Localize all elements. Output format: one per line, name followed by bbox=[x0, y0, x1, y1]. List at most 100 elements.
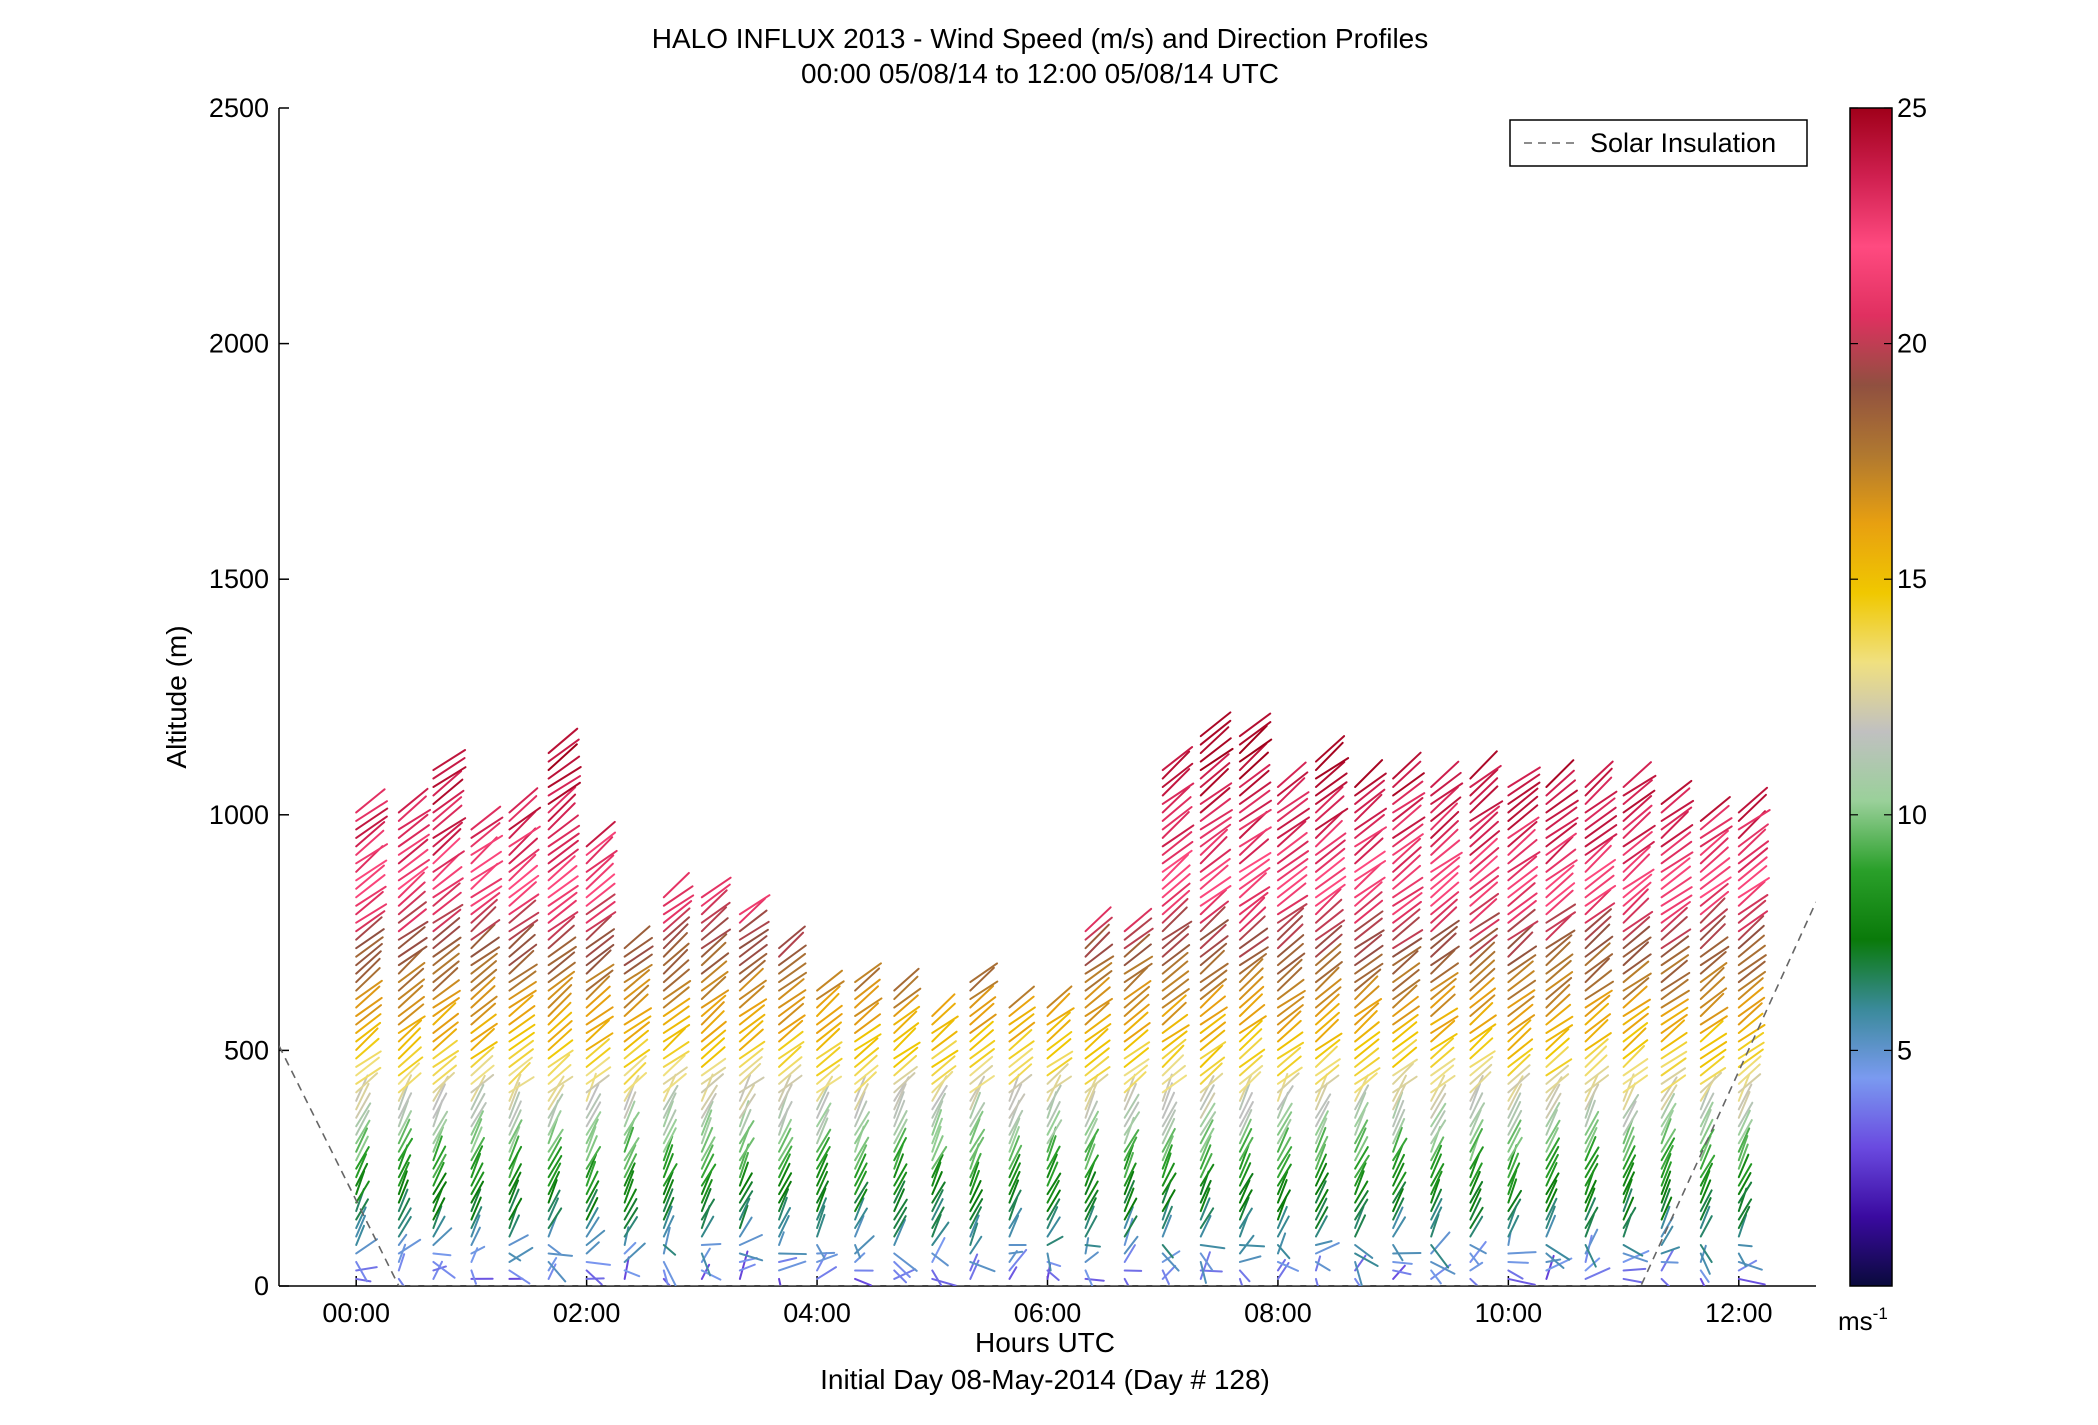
wind-vector-413 bbox=[623, 1126, 635, 1153]
wind-vector-609 bbox=[778, 962, 807, 984]
wind-vector-1858 bbox=[1737, 1073, 1762, 1094]
wind-vector-929 bbox=[1123, 980, 1152, 1001]
wind-vector-1291 bbox=[1354, 910, 1384, 933]
wind-vector-984 bbox=[1161, 864, 1191, 890]
wind-vector-707 bbox=[893, 1072, 916, 1094]
wind-vector-408 bbox=[623, 1170, 635, 1196]
wind-vector-518 bbox=[700, 970, 729, 992]
wind-vector-42 bbox=[355, 903, 388, 924]
wind-vector-34 bbox=[355, 967, 381, 992]
wind-vector-1864 bbox=[1737, 1024, 1766, 1043]
wind-vector-1023 bbox=[1199, 1056, 1226, 1077]
wind-vector-469 bbox=[662, 997, 691, 1018]
wind-vector-711 bbox=[893, 1041, 921, 1060]
wind-vector-54 bbox=[355, 800, 388, 822]
wind-vector-1596 bbox=[1545, 835, 1574, 865]
wind-vector-1541 bbox=[1507, 804, 1539, 831]
wind-vector-1202 bbox=[1314, 1135, 1329, 1162]
wind-vector-1891 bbox=[1737, 786, 1769, 814]
wind-vector-1835 bbox=[1699, 796, 1731, 822]
wind-vector-1195 bbox=[1314, 1197, 1328, 1221]
wind-vector-366 bbox=[585, 1083, 600, 1111]
wind-vector-1538 bbox=[1507, 828, 1536, 856]
wind-vector-1713 bbox=[1622, 845, 1651, 873]
wind-vector-625 bbox=[816, 1162, 829, 1187]
wind-vector-1676 bbox=[1622, 1162, 1635, 1187]
wind-vector-643 bbox=[816, 1013, 843, 1034]
wind-vector-1412 bbox=[1430, 891, 1460, 916]
wind-vector-1365 bbox=[1392, 780, 1424, 805]
wind-vector-1469 bbox=[1469, 912, 1500, 933]
wind-vector-1758 bbox=[1660, 971, 1691, 992]
wind-vector-712 bbox=[893, 1027, 917, 1051]
wind-vector-1416 bbox=[1430, 856, 1461, 882]
wind-vector-1484 bbox=[1469, 777, 1499, 805]
wind-vector-759 bbox=[969, 1198, 984, 1221]
wind-vector-519 bbox=[700, 960, 728, 984]
wind-vector-529 bbox=[700, 876, 732, 899]
wind-vector-731 bbox=[931, 1161, 942, 1187]
wind-vector-1508 bbox=[1507, 1083, 1523, 1111]
wind-vector-953 bbox=[1161, 1127, 1176, 1153]
wind-vector-791 bbox=[1008, 1250, 1024, 1255]
wind-vector-1771 bbox=[1660, 857, 1691, 882]
wind-vector-1783 bbox=[1699, 1244, 1707, 1263]
wind-vector-1237 bbox=[1314, 839, 1346, 865]
wind-vector-572 bbox=[738, 897, 767, 924]
wind-vector-686 bbox=[893, 1269, 907, 1284]
wind-vector-655 bbox=[854, 1207, 868, 1230]
wind-vector-1818 bbox=[1699, 945, 1730, 967]
wind-vector-1636 bbox=[1584, 1002, 1610, 1026]
wind-vector-289 bbox=[547, 1207, 563, 1230]
wind-vector-1063 bbox=[1199, 711, 1232, 738]
wind-vector-310 bbox=[547, 1028, 573, 1051]
wind-vector-1719 bbox=[1622, 795, 1653, 822]
wind-vector-1182 bbox=[1276, 807, 1310, 831]
wind-vector-465 bbox=[662, 1027, 687, 1051]
wind-vector-804 bbox=[1008, 1117, 1021, 1145]
wind-vector-1293 bbox=[1354, 891, 1383, 916]
wind-vector-1433 bbox=[1469, 1215, 1484, 1238]
wind-vector-597 bbox=[778, 1064, 802, 1085]
wind-vector-1261 bbox=[1354, 1162, 1367, 1187]
wind-vector-1570 bbox=[1545, 1064, 1570, 1085]
wind-vector-1033 bbox=[1199, 969, 1228, 992]
wind-vector-779 bbox=[969, 1029, 994, 1051]
wind-vector-172 bbox=[432, 748, 467, 772]
wind-vector-1875 bbox=[1737, 924, 1765, 950]
wind-vector-283 bbox=[547, 1263, 557, 1280]
wind-vector-417 bbox=[623, 1091, 637, 1119]
wind-vector-406 bbox=[623, 1188, 637, 1213]
wind-vector-1732 bbox=[1660, 1188, 1671, 1213]
wind-vector-1362 bbox=[1392, 804, 1422, 831]
wind-vector-1079 bbox=[1238, 1127, 1253, 1153]
wind-vector-968 bbox=[1161, 1001, 1187, 1026]
wind-vector-810 bbox=[1008, 1073, 1033, 1094]
wind-vector-349 bbox=[585, 1241, 600, 1255]
wind-vector-1485 bbox=[1469, 768, 1499, 797]
wind-vector-1332 bbox=[1392, 1062, 1414, 1085]
wind-vector-1204 bbox=[1314, 1117, 1328, 1145]
wind-vector-1349 bbox=[1392, 916, 1420, 941]
wind-vector-1342 bbox=[1392, 979, 1421, 1001]
wind-vector-939 bbox=[1161, 1269, 1170, 1285]
wind-vector-149 bbox=[432, 943, 460, 967]
wind-vector-1872 bbox=[1737, 954, 1767, 975]
wind-vector-1410 bbox=[1430, 906, 1458, 933]
wind-vector-1886 bbox=[1737, 828, 1767, 856]
wind-vector-142 bbox=[432, 1002, 457, 1026]
wind-vector-1228 bbox=[1314, 919, 1346, 941]
wind-vector-923 bbox=[1123, 1029, 1149, 1051]
wind-vector-1284 bbox=[1354, 968, 1382, 992]
wind-vector-434 bbox=[623, 953, 653, 975]
wind-vector-1765 bbox=[1660, 906, 1688, 933]
wind-vector-245 bbox=[508, 1100, 522, 1128]
wind-vector-496 bbox=[700, 1153, 715, 1179]
wind-vector-75 bbox=[397, 1092, 413, 1119]
wind-vector-1827 bbox=[1699, 865, 1731, 890]
wind-vector-84 bbox=[397, 1019, 423, 1043]
wind-vector-502 bbox=[700, 1100, 714, 1128]
wind-vector-1191 bbox=[1314, 1242, 1340, 1255]
wind-vector-376 bbox=[585, 1006, 614, 1026]
